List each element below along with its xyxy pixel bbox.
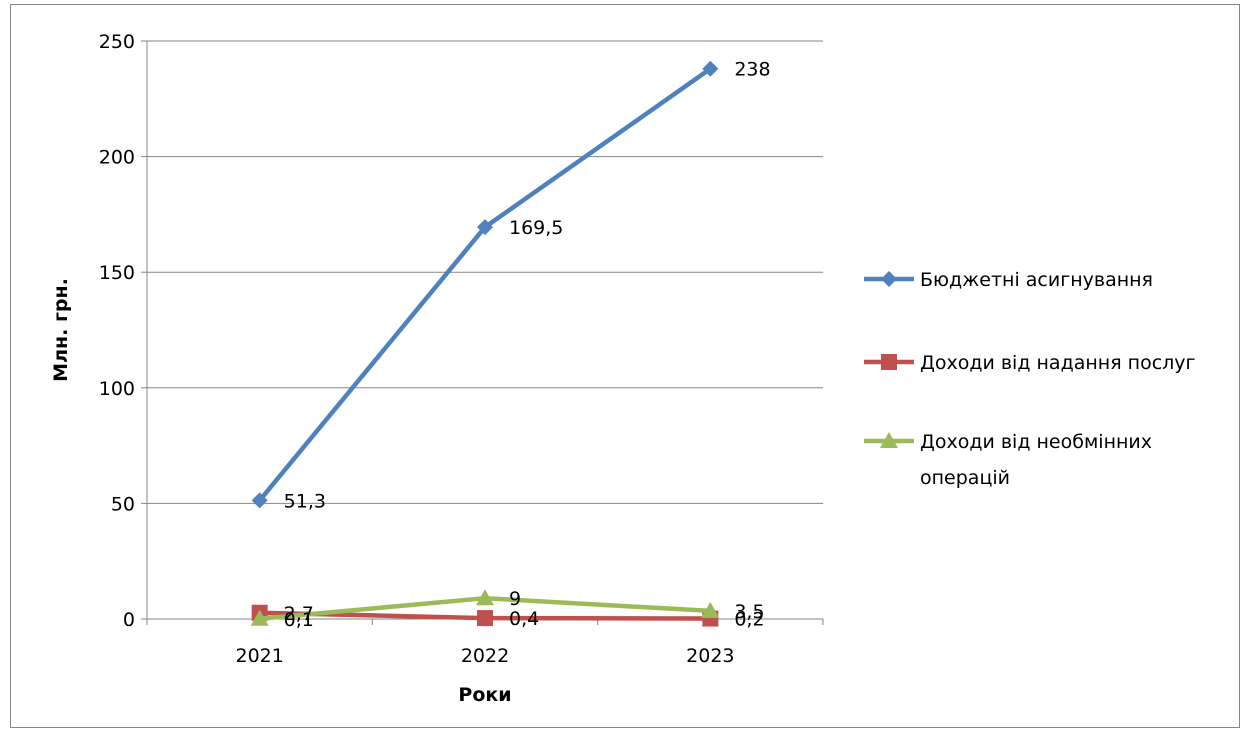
legend-marker-icon bbox=[880, 432, 898, 448]
data-point-marker bbox=[702, 60, 719, 77]
data-label: 3,5 bbox=[734, 601, 764, 623]
x-tick-label: 2023 bbox=[686, 645, 734, 667]
x-tick-label: 2021 bbox=[235, 645, 283, 667]
x-tick-label: 2022 bbox=[461, 645, 509, 667]
legend-marker-icon bbox=[881, 271, 897, 287]
legend-label: Доходи від надання послуг bbox=[920, 352, 1196, 374]
data-labels-group: 51,3 169,5 238 2,7 0,4 0,2 0,1 9 3,5 bbox=[284, 59, 771, 631]
data-point-marker bbox=[251, 492, 268, 509]
series-1 bbox=[251, 60, 719, 509]
data-label: 238 bbox=[734, 59, 770, 81]
data-label: 0,1 bbox=[284, 609, 314, 631]
legend-item: Доходи від надання послуг bbox=[864, 352, 1196, 374]
data-point-marker bbox=[477, 219, 493, 236]
y-axis-ticks: 0 50 100 150 200 250 bbox=[99, 31, 147, 631]
y-tick-label: 150 bbox=[99, 262, 135, 284]
y-tick-label: 250 bbox=[99, 31, 135, 53]
legend-item: Доходи від необмінних операцій bbox=[864, 431, 1152, 489]
data-point-marker bbox=[476, 589, 494, 606]
legend-label: операцій bbox=[920, 467, 1010, 489]
y-axis-title: Млн. грн. bbox=[50, 278, 72, 382]
x-axis-title: Роки bbox=[458, 684, 511, 706]
y-tick-label: 100 bbox=[99, 378, 135, 400]
data-label: 169,5 bbox=[509, 217, 563, 239]
data-point-marker bbox=[477, 610, 493, 627]
axes bbox=[146, 41, 823, 620]
legend-label: Бюджетні асигнування bbox=[920, 269, 1153, 291]
series-3 bbox=[250, 589, 720, 626]
data-label: 9 bbox=[509, 588, 521, 610]
legend: Бюджетні асигнування Доходи від надання п… bbox=[864, 269, 1196, 489]
series-line bbox=[257, 66, 712, 502]
legend-label: Доходи від необмінних bbox=[920, 431, 1152, 453]
y-tick-label: 0 bbox=[123, 609, 135, 631]
legend-marker-icon bbox=[881, 354, 897, 370]
x-axis-ticks: 2021 2022 2023 bbox=[146, 619, 824, 667]
data-point-marker bbox=[250, 609, 269, 626]
y-tick-label: 200 bbox=[99, 147, 135, 169]
gridlines bbox=[147, 40, 823, 504]
series-group bbox=[250, 60, 720, 627]
y-tick-label: 50 bbox=[111, 493, 135, 515]
data-label: 0,4 bbox=[509, 608, 539, 630]
data-label: 2,7 bbox=[284, 603, 314, 625]
legend-item: Бюджетні асигнування bbox=[864, 269, 1153, 291]
data-label: 0,2 bbox=[734, 609, 764, 631]
data-label: 51,3 bbox=[284, 490, 326, 512]
data-point-marker bbox=[701, 601, 720, 618]
